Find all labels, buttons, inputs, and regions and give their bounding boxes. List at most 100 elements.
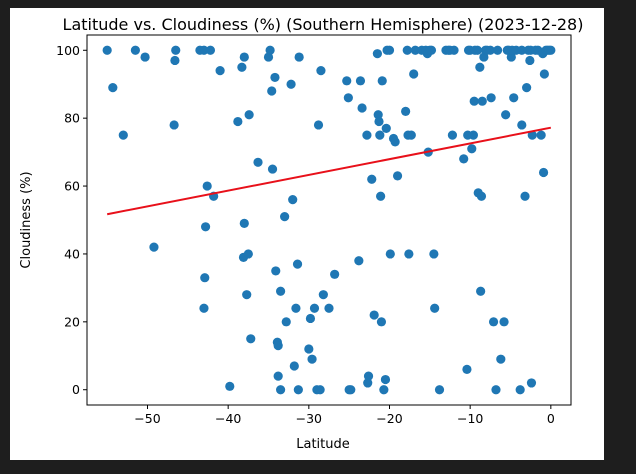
data-point <box>384 45 395 55</box>
data-point <box>293 385 303 395</box>
data-point <box>506 52 516 62</box>
data-point <box>205 45 216 55</box>
data-point <box>434 385 445 395</box>
y-tick-label: 20 <box>64 314 80 329</box>
y-axis: 0 20 40 60 80 100 <box>56 43 87 397</box>
data-point <box>447 130 458 140</box>
data-point <box>401 106 411 116</box>
data-point <box>429 249 439 259</box>
data-point <box>472 45 483 55</box>
data-point <box>539 69 549 79</box>
chart-title: Latitude vs. Cloudiness (%) (Southern He… <box>63 15 584 34</box>
data-point <box>199 45 209 55</box>
data-point <box>305 313 316 324</box>
data-point <box>536 130 546 140</box>
data-point <box>426 45 437 55</box>
data-point <box>404 249 414 259</box>
data-point <box>316 66 326 76</box>
data-point <box>313 120 324 130</box>
data-point <box>476 286 486 296</box>
data-point <box>376 191 386 201</box>
data-point <box>377 76 387 86</box>
plot-frame <box>86 34 572 406</box>
data-point <box>363 378 373 388</box>
data-point <box>477 96 487 106</box>
data-point <box>476 191 487 201</box>
data-point <box>402 45 412 55</box>
data-point <box>496 354 506 364</box>
data-point <box>526 378 537 388</box>
data-point <box>273 340 283 351</box>
y-tick-label: 80 <box>64 111 80 126</box>
data-point <box>499 317 509 327</box>
data-point <box>517 120 527 130</box>
data-point <box>169 120 179 130</box>
data-point <box>517 45 527 55</box>
data-point <box>149 242 159 252</box>
data-point <box>491 385 501 395</box>
data-point <box>346 385 356 395</box>
data-point <box>267 86 277 96</box>
data-point <box>294 52 304 62</box>
data-point <box>273 371 283 381</box>
data-point <box>392 171 403 181</box>
x-tick-label: −50 <box>134 411 160 426</box>
y-tick-label: 60 <box>64 179 80 194</box>
data-point <box>515 385 525 395</box>
data-point <box>492 45 503 55</box>
data-point <box>363 371 374 381</box>
data-point <box>289 361 299 371</box>
data-point <box>140 52 150 62</box>
data-point <box>253 157 263 167</box>
data-point <box>318 290 328 300</box>
data-point <box>376 317 387 327</box>
data-point <box>357 103 367 113</box>
data-point <box>267 164 278 174</box>
data-point <box>501 110 511 120</box>
data-point <box>244 110 254 120</box>
data-point <box>527 130 537 140</box>
data-point <box>291 303 301 313</box>
data-point <box>467 144 477 154</box>
data-point <box>525 55 535 66</box>
data-point <box>199 303 209 313</box>
data-point <box>200 222 211 232</box>
data-point <box>243 249 253 259</box>
y-tick-label: 0 <box>72 382 80 397</box>
data-point <box>200 273 210 283</box>
y-axis-label: Cloudiness (%) <box>19 171 34 268</box>
x-axis: −50 −40 −30 −20 −10 0 <box>134 405 555 426</box>
y-tick-label: 40 <box>64 246 80 261</box>
x-tick-label: −40 <box>215 411 241 426</box>
data-point <box>410 45 420 55</box>
data-point <box>239 218 249 228</box>
data-point <box>265 45 275 55</box>
data-point <box>102 45 112 55</box>
data-point <box>292 259 303 269</box>
data-point <box>488 317 499 327</box>
data-point <box>281 317 291 327</box>
data-point <box>430 303 440 313</box>
data-points <box>102 45 556 395</box>
data-point <box>330 269 340 279</box>
regression-line <box>106 126 552 216</box>
data-point <box>509 93 519 103</box>
data-point <box>171 45 181 55</box>
data-point <box>239 52 249 62</box>
data-point <box>271 266 281 276</box>
data-point <box>276 286 286 296</box>
data-point <box>409 69 419 79</box>
data-point <box>342 76 352 86</box>
data-point <box>380 374 391 385</box>
data-point <box>462 364 472 374</box>
data-point <box>486 93 496 103</box>
y-tick-label: 100 <box>56 43 80 58</box>
data-point <box>108 83 118 93</box>
data-point <box>343 93 353 103</box>
x-tick-label: −20 <box>376 411 402 426</box>
data-point <box>485 45 495 55</box>
data-point <box>538 167 549 178</box>
data-point <box>270 72 280 83</box>
data-point <box>459 154 469 164</box>
data-point <box>307 354 317 364</box>
